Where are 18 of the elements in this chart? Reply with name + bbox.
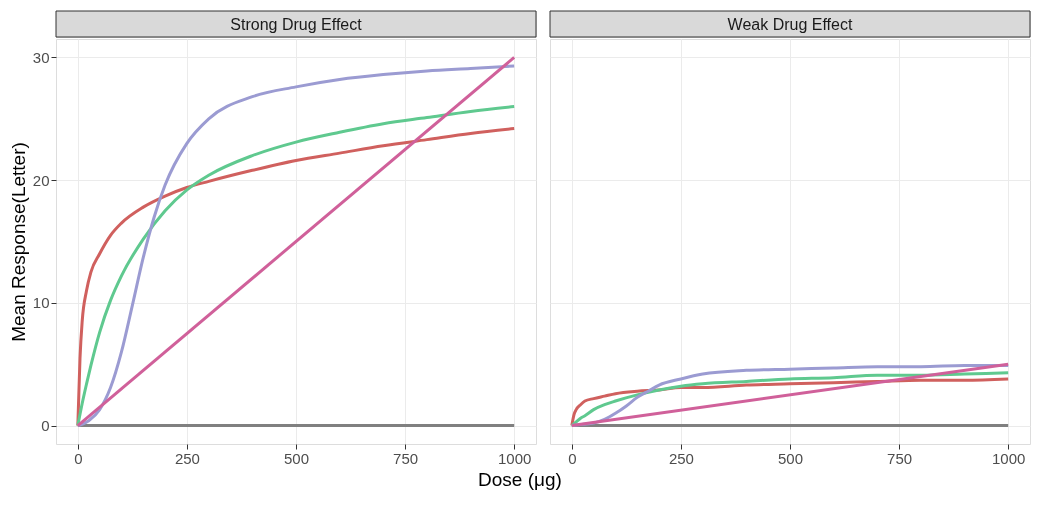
x-tick-label: 750 xyxy=(393,449,419,467)
x-tick-label: 750 xyxy=(887,449,913,467)
y-tick-label: 20 xyxy=(32,171,50,189)
y-tick-label: 0 xyxy=(41,417,50,435)
y-axis-title: Mean Response(Letter) xyxy=(7,142,29,342)
x-tick-label: 0 xyxy=(74,449,83,467)
x-tick-label: 250 xyxy=(668,449,694,467)
chart-title: Strong Drug Effect xyxy=(230,16,363,33)
y-tick-label: 10 xyxy=(32,294,50,312)
x-tick-label: 1000 xyxy=(497,449,532,467)
x-tick-label: 250 xyxy=(174,449,200,467)
x-tick-label: 500 xyxy=(777,449,804,467)
x-tick-label: 500 xyxy=(283,449,310,467)
y-tick-label: 30 xyxy=(32,48,50,66)
x-tick-label: 0 xyxy=(568,449,577,467)
chart-title: Weak Drug Effect xyxy=(727,16,853,33)
x-tick-label: 1000 xyxy=(991,449,1026,467)
x-axis-title: Dose (μg) xyxy=(478,468,562,490)
